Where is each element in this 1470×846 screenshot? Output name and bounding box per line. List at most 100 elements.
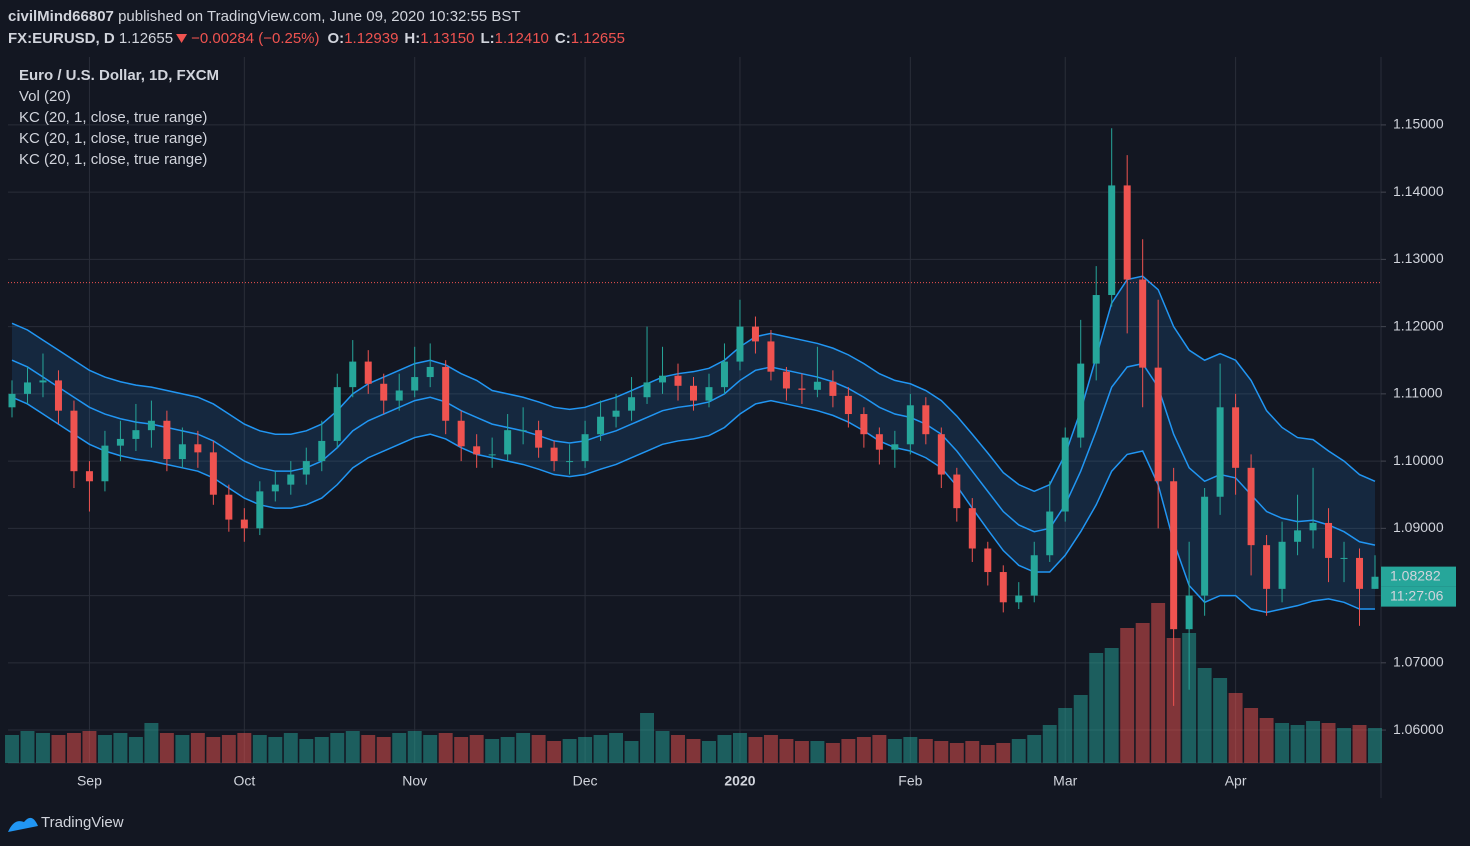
candle-body: [612, 410, 620, 417]
candle-body: [1061, 437, 1069, 512]
candle-body: [1309, 522, 1317, 531]
volume-bar: [1027, 735, 1042, 763]
volume-bar: [1290, 725, 1305, 763]
y-tick-label: 1.10000: [1393, 452, 1444, 468]
volume-bar: [392, 733, 407, 763]
volume-bar: [1352, 725, 1367, 763]
volume-bar: [1011, 739, 1026, 763]
volume-bar: [1228, 693, 1243, 763]
volume-bar: [221, 735, 236, 763]
candle-body: [1046, 511, 1054, 556]
volume-bar: [5, 735, 19, 763]
volume-bar: [1151, 603, 1166, 763]
candle-body: [1030, 555, 1038, 596]
volume-bar: [268, 737, 283, 763]
candle-body: [953, 474, 961, 509]
publisher: civilMind66807: [8, 8, 114, 25]
y-tick-label: 1.11000: [1393, 385, 1443, 401]
candle-body: [906, 405, 914, 445]
candle-body: [643, 382, 651, 398]
volume-bar: [547, 741, 562, 763]
candle-body: [1185, 595, 1193, 630]
candle-body: [54, 380, 62, 411]
volume-bar: [1089, 653, 1104, 763]
volume-bar: [1073, 695, 1088, 763]
candle-body: [1092, 295, 1100, 364]
candle-body: [1294, 530, 1302, 542]
candle-body: [829, 381, 837, 396]
volume-bar: [949, 743, 964, 763]
volume-bar: [732, 733, 747, 763]
candle-body: [782, 371, 790, 389]
candle-body: [922, 405, 930, 435]
candle-body: [751, 326, 759, 342]
volume-bar: [810, 741, 825, 763]
candle-body: [178, 444, 186, 460]
countdown: 11:27:06: [1390, 587, 1444, 603]
volume-bar: [454, 737, 469, 763]
candle-body: [798, 388, 806, 390]
candle-body: [999, 572, 1007, 603]
volume-bar: [485, 739, 500, 763]
candle-body: [875, 434, 883, 450]
candle-body: [364, 361, 372, 384]
x-tick-label: Sep: [77, 773, 102, 789]
volume-bar: [376, 737, 391, 763]
countdown-tag: [1381, 586, 1456, 607]
volume-bar: [686, 739, 701, 763]
symbol-line: FX:EURUSD, D 1.12655 −0.00284 (−0.25%) O:1…: [8, 30, 625, 47]
legend-entry: Euro / U.S. Dollar, 1D, FXCM: [19, 67, 219, 84]
volume-bar: [1042, 725, 1057, 763]
x-tick-label: Nov: [402, 773, 427, 789]
volume-bar: [578, 737, 593, 763]
candle-body: [504, 430, 512, 455]
legend-entry: Vol (20): [19, 88, 71, 105]
header-line: civilMind66807 published on TradingView.…: [8, 8, 521, 25]
x-tick-label: Oct: [233, 773, 255, 789]
volume-bar: [996, 743, 1011, 763]
volume-bar: [1104, 648, 1119, 763]
volume-bar: [407, 731, 422, 763]
volume-bar: [66, 733, 81, 763]
volume-bar: [159, 733, 174, 763]
volume-bar: [531, 735, 546, 763]
volume-bar: [1058, 708, 1073, 763]
candle-body: [8, 393, 16, 408]
volume-bar: [144, 723, 159, 763]
candle-body: [1340, 557, 1348, 559]
volume-bar: [655, 731, 670, 763]
candle-body: [597, 416, 605, 435]
volume-bar: [1135, 623, 1150, 763]
candle-body: [736, 326, 744, 362]
volume-bar: [856, 737, 871, 763]
candle-body: [767, 341, 775, 372]
candle-body: [271, 484, 279, 492]
y-tick-label: 1.13000: [1393, 250, 1444, 266]
candle-body: [1325, 522, 1333, 558]
brand: TradingView: [41, 814, 124, 831]
volume-bar: [190, 733, 205, 763]
ohlc-value: 1.13150: [420, 30, 474, 47]
volume-bar: [1120, 628, 1135, 763]
x-tick-label: Mar: [1053, 773, 1077, 789]
candle-body: [1015, 595, 1023, 603]
candle-body: [1247, 467, 1255, 546]
candle-body: [535, 430, 543, 448]
volume-bar: [562, 739, 577, 763]
volume-bar: [671, 735, 685, 763]
x-tick-label: 2020: [724, 773, 755, 789]
candle-body: [442, 366, 450, 421]
candle-body: [628, 397, 636, 411]
grid: [8, 57, 1381, 763]
candle-body: [395, 390, 403, 401]
candle-body: [302, 461, 310, 475]
ohlc-label: L:: [480, 30, 494, 47]
candle-body: [411, 377, 419, 391]
candle-body: [318, 440, 326, 462]
down-arrow: [176, 34, 188, 43]
candle-body: [132, 430, 140, 439]
volume-bar: [1337, 728, 1351, 763]
candle-body: [968, 508, 976, 549]
candle-body: [380, 383, 388, 401]
